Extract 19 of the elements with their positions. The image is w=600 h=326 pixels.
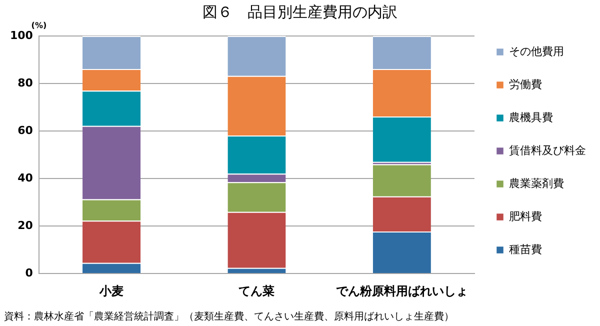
chart-title: 図６ 品目別生産費用の内訳: [202, 2, 398, 21]
legend-label: 労働費: [509, 78, 542, 91]
y-tick-label: 100: [10, 28, 34, 42]
y-tick-label: 40: [18, 171, 34, 184]
y-tick-label: 80: [18, 76, 34, 90]
legend-label: 農機具費: [509, 110, 553, 124]
legend-label: 肥料費: [509, 210, 542, 223]
y-tick-label: 60: [18, 124, 34, 137]
legend-label: 農業薬剤費: [509, 176, 564, 190]
y-tick-label: 0: [25, 266, 34, 280]
legend-label: 種苗費: [509, 242, 542, 256]
y-tick-label: 20: [18, 218, 34, 232]
x-tick-label: てん菜: [238, 284, 275, 298]
text: 資料：農林水産省「農業経営統計調査」（麦類生産費、てんさい生産費、原料用ばれいしょ生産費）: [4, 310, 454, 323]
x-tick-label: でん粉原料用ばれいしょ: [336, 284, 468, 298]
x-tick-label: 小麦: [98, 284, 124, 298]
legend-label: その他費用: [509, 44, 564, 58]
y-axis-title: (%): [31, 21, 47, 30]
legend-label: 賃借料及び料金: [509, 144, 586, 157]
